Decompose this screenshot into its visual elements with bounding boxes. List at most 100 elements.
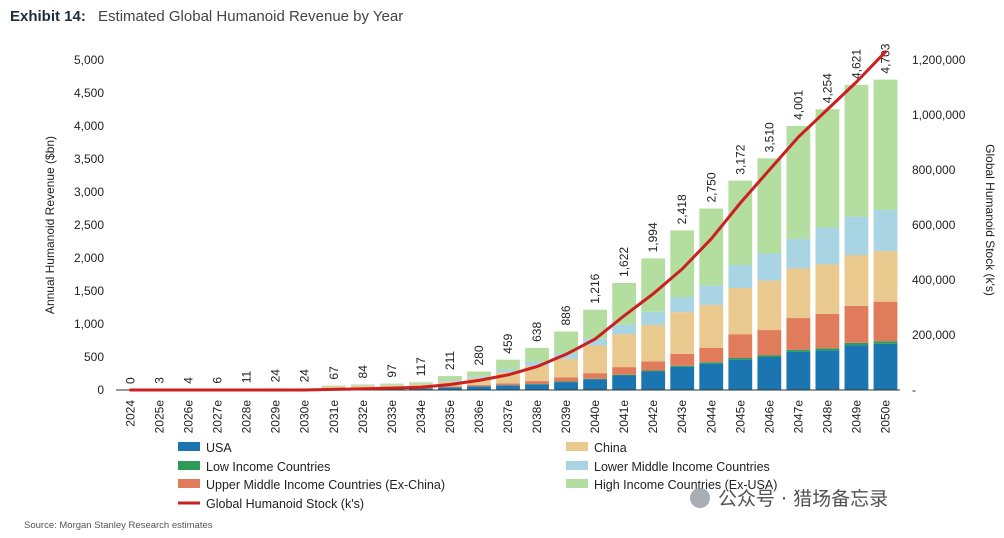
bar-segment [554, 331, 578, 354]
bar-segment [670, 365, 695, 367]
legend-swatch [178, 461, 200, 470]
bar-segment [873, 301, 898, 342]
bar-segment [583, 379, 608, 390]
bar-segment [815, 348, 840, 351]
y-tick-label: 4,500 [74, 86, 104, 100]
bar-total-label: 6 [211, 377, 225, 384]
legend-label: High Income Countries (Ex-USA) [594, 478, 777, 492]
bar-segment [844, 85, 869, 217]
bar-segment [757, 355, 782, 357]
y-tick-label: 1,500 [74, 284, 104, 298]
y-tick-label: 2,000 [74, 251, 104, 265]
bar-segment [670, 366, 695, 390]
bar-segment [408, 382, 433, 384]
bar-segment [467, 376, 491, 378]
bar-segment [554, 377, 578, 382]
x-tick-label: 2032e [356, 400, 370, 434]
bar-segment [438, 387, 462, 390]
bar-segment [438, 386, 462, 388]
bar-total-label: 2,418 [675, 194, 689, 224]
legend-label: Lower Middle Income Countries [594, 460, 770, 474]
bar-segment [641, 370, 666, 372]
bar-segment [554, 382, 578, 390]
legend-swatch [566, 461, 588, 470]
bar-segment [873, 250, 898, 302]
bar-segment [786, 349, 811, 352]
bar-segment [728, 264, 753, 289]
bar-segment [757, 330, 782, 356]
bar-segment [728, 334, 753, 358]
bar-segment [612, 374, 637, 376]
bar-segment [844, 255, 869, 306]
bar-segment [379, 383, 404, 385]
bar-segment [815, 264, 840, 314]
bar-segment [612, 375, 637, 390]
bar-segment [844, 216, 869, 256]
y2-tick-label: 600,000 [912, 218, 956, 232]
bar-total-label: 1,216 [588, 273, 602, 303]
bar-segment [757, 280, 782, 331]
bar-segment [612, 282, 637, 325]
x-tick-label: 2050e [878, 400, 892, 434]
legend-label: Upper Middle Income Countries (Ex-China) [206, 478, 445, 492]
bar-segment [873, 343, 898, 390]
bar-segment [438, 376, 462, 381]
y-tick-label: 0 [97, 383, 104, 397]
bar-total-label: 280 [472, 345, 486, 365]
bar-segment [844, 305, 869, 343]
bar-segment [496, 359, 520, 370]
bar-total-label: 24 [298, 369, 312, 383]
bar-segment [699, 208, 724, 286]
bar-segment [728, 357, 753, 360]
x-tick-label: 2031e [327, 400, 341, 434]
wechat-icon [690, 487, 710, 508]
y2-tick-label: 400,000 [912, 273, 956, 287]
bar-segment [496, 385, 520, 390]
stock-line [129, 50, 887, 392]
bar-segment [350, 384, 375, 386]
x-tick-label: 2046e [762, 400, 776, 434]
y2-tick-label: 1,000,000 [912, 108, 966, 122]
bar-segment [815, 109, 840, 228]
bar-segment [612, 334, 637, 368]
bar-segment [815, 350, 840, 390]
x-tick-label: 2048e [820, 400, 834, 434]
x-tick-label: 2034e [414, 400, 428, 434]
bar-segment [350, 385, 375, 389]
legend-swatch [178, 442, 200, 451]
bar-segment [496, 369, 520, 373]
watermark-text: 公众号 · 猎场备忘录 [718, 488, 889, 510]
bar-segment [670, 230, 695, 298]
bar-segment [583, 378, 608, 380]
bar-segment [525, 347, 549, 362]
x-tick-label: 2045e [733, 400, 747, 434]
bar-total-label: 4,001 [791, 90, 805, 120]
bar-segment [757, 357, 782, 390]
y-tick-label: 1,000 [74, 317, 104, 331]
x-tick-label: 2025e [153, 400, 167, 434]
bar-total-label: 84 [356, 365, 370, 379]
x-tick-label: 2035e [443, 400, 457, 434]
bar-total-label: 3 [153, 377, 167, 384]
bar-segment [496, 383, 520, 386]
bar-segment [844, 345, 869, 390]
bar-segment [641, 311, 666, 325]
y-tick-label: 500 [84, 350, 104, 364]
bar-segment [321, 385, 346, 387]
bar-segment [525, 384, 549, 390]
x-tick-label: 2040e [588, 400, 602, 434]
bar-total-label: 117 [414, 357, 428, 376]
y-tick-label: 5,000 [74, 53, 104, 67]
bar-segment [786, 351, 811, 390]
x-tick-label: 2043e [675, 400, 689, 434]
bar-segment [408, 383, 433, 385]
bar-total-label: 4,621 [849, 49, 863, 79]
x-tick-label: 2033e [385, 400, 399, 434]
bar-segment [467, 371, 491, 377]
bar-segment [641, 361, 666, 371]
bar-total-label: 2,750 [704, 172, 718, 202]
bar-segment [525, 381, 549, 385]
bar-segment [641, 324, 666, 362]
bar-segment [554, 353, 578, 359]
y-tick-label: 4,000 [74, 119, 104, 133]
